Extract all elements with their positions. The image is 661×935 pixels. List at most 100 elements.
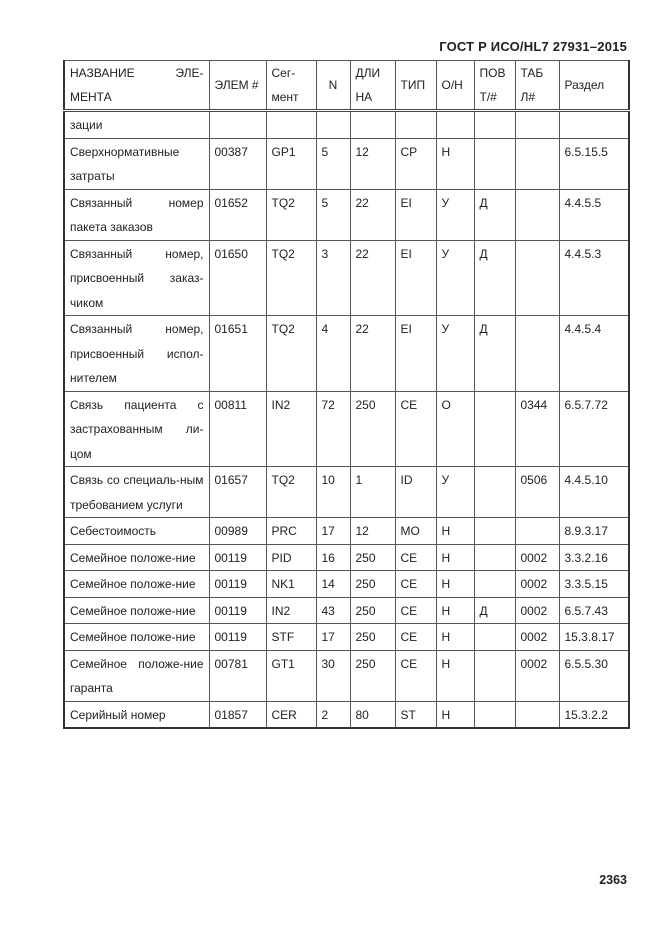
column-header: ДЛИ НА	[349, 60, 396, 111]
table-cell	[473, 543, 516, 571]
table-cell: GT1	[265, 649, 317, 702]
table-cell	[208, 110, 267, 139]
table-cell	[473, 466, 516, 518]
table-cell: 250	[349, 390, 396, 467]
table-header-row: НАЗВАНИЕ ЭЛЕ-МЕНТА ЭЛЕМ # Сег-мент N ДЛИ НА Т…	[63, 60, 630, 111]
table-cell	[473, 110, 516, 139]
table-cell: 22	[349, 239, 396, 316]
table-cell: TQ2	[265, 315, 317, 392]
table-cell: Сверхнормативные затраты	[63, 137, 210, 190]
table-cell: 17	[315, 623, 351, 651]
table-cell	[473, 700, 516, 729]
table-cell: 15.3.8.17	[558, 623, 630, 651]
table-row: Связанный номер пакета заказов 01652 TQ2 5 2…	[63, 188, 630, 241]
table-cell: 00989	[208, 517, 267, 545]
table-cell: 0344	[514, 390, 560, 467]
table-cell: Связь со специаль-ным требованием услуги	[63, 466, 210, 518]
table-cell: Д	[473, 596, 516, 624]
table-cell: Н	[435, 570, 475, 598]
table-cell: 3	[315, 239, 351, 316]
table-cell: 3.3.2.16	[558, 543, 630, 571]
document-title: ГОСТ Р ИСО/HL7 27931–2015	[439, 39, 627, 54]
table-cell: PID	[265, 543, 317, 571]
table-cell: 12	[349, 137, 396, 190]
table-cell	[473, 137, 516, 190]
table-cell: 250	[349, 570, 396, 598]
table-cell: 0002	[514, 596, 560, 624]
table-cell: Семейное положе-ние	[63, 543, 210, 571]
table-cell	[473, 570, 516, 598]
table-cell: 01651	[208, 315, 267, 392]
table-cell: 6.5.15.5	[558, 137, 630, 190]
column-header: Раздел	[558, 60, 630, 111]
table-cell: 00387	[208, 137, 267, 190]
table-cell: 3.3.5.15	[558, 570, 630, 598]
table-cell: IN2	[265, 596, 317, 624]
table-cell: ST	[394, 700, 437, 729]
table-cell: TQ2	[265, 239, 317, 316]
table-cell: EI	[394, 315, 437, 392]
table-cell: 10	[315, 466, 351, 518]
table-cell: Н	[435, 623, 475, 651]
table-cell	[473, 517, 516, 545]
table-cell: CE	[394, 596, 437, 624]
table-cell: 250	[349, 596, 396, 624]
table-cell: 4.4.5.5	[558, 188, 630, 241]
table-cell: 4	[315, 315, 351, 392]
table-cell: 5	[315, 188, 351, 241]
table-cell: Связь пациента с застрахованным ли-цом	[63, 390, 210, 467]
table-cell: MO	[394, 517, 437, 545]
table-cell: 01650	[208, 239, 267, 316]
table-row: Связь пациента с застрахованным ли-цом 00…	[63, 390, 630, 467]
table-cell: Н	[435, 137, 475, 190]
table-cell: 8.9.3.17	[558, 517, 630, 545]
data-elements-table: НАЗВАНИЕ ЭЛЕ-МЕНТА ЭЛЕМ # Сег-мент N ДЛИ НА Т…	[63, 60, 630, 729]
table-cell: Н	[435, 596, 475, 624]
table-cell: 12	[349, 517, 396, 545]
table-row: Семейное положе-ние гаранта 00781 GT1 30 250…	[63, 649, 630, 702]
table-cell	[514, 517, 560, 545]
table-cell: Себестоимость	[63, 517, 210, 545]
table-cell: TQ2	[265, 188, 317, 241]
table-cell	[558, 110, 630, 139]
table-cell: 22	[349, 188, 396, 241]
table-cell: 0002	[514, 649, 560, 702]
table-cell	[514, 700, 560, 729]
table-cell	[514, 110, 560, 139]
table-cell: CE	[394, 543, 437, 571]
table-cell: Н	[435, 543, 475, 571]
table-cell: 6.5.5.30	[558, 649, 630, 702]
table-cell: Д	[473, 239, 516, 316]
table-cell	[349, 110, 396, 139]
table-row: Сверхнормативные затраты 00387 GP1 5 12 CP Н 6.…	[63, 137, 630, 190]
table-cell: 00119	[208, 596, 267, 624]
table-cell: CE	[394, 390, 437, 467]
table-cell: Н	[435, 700, 475, 729]
table-cell: 4.4.5.4	[558, 315, 630, 392]
column-header: ТИП	[394, 60, 437, 111]
table-cell: Н	[435, 649, 475, 702]
table-cell: 30	[315, 649, 351, 702]
table-cell: Д	[473, 315, 516, 392]
table-cell: TQ2	[265, 466, 317, 518]
table-cell: Семейное положе-ние гаранта	[63, 649, 210, 702]
table-cell: EI	[394, 188, 437, 241]
table-cell: Связанный номер, присвоенный заказ-чиком	[63, 239, 210, 316]
table-cell: Н	[435, 517, 475, 545]
table-cell: CP	[394, 137, 437, 190]
table-cell	[514, 137, 560, 190]
table-cell: 00781	[208, 649, 267, 702]
table-cell: 0002	[514, 543, 560, 571]
table-cell: CE	[394, 649, 437, 702]
table-row: Связанный номер, присвоенный заказ-чиком…	[63, 239, 630, 316]
table-cell: 250	[349, 649, 396, 702]
table-cell: 01857	[208, 700, 267, 729]
column-header: О/Н	[435, 60, 475, 111]
table-cell	[435, 110, 475, 139]
column-header: N	[315, 60, 351, 111]
table-row: Семейное положе-ние 00119 STF 17 250 CE Н 0002 1…	[63, 623, 630, 651]
table-row: Семейное положе-ние 00119 IN2 43 250 CE Н Д 0002…	[63, 596, 630, 624]
table-row: Серийный номер 01857 CER 2 80 ST Н 15.3.2.2	[63, 700, 630, 729]
table-cell: О	[435, 390, 475, 467]
table-cell: 72	[315, 390, 351, 467]
